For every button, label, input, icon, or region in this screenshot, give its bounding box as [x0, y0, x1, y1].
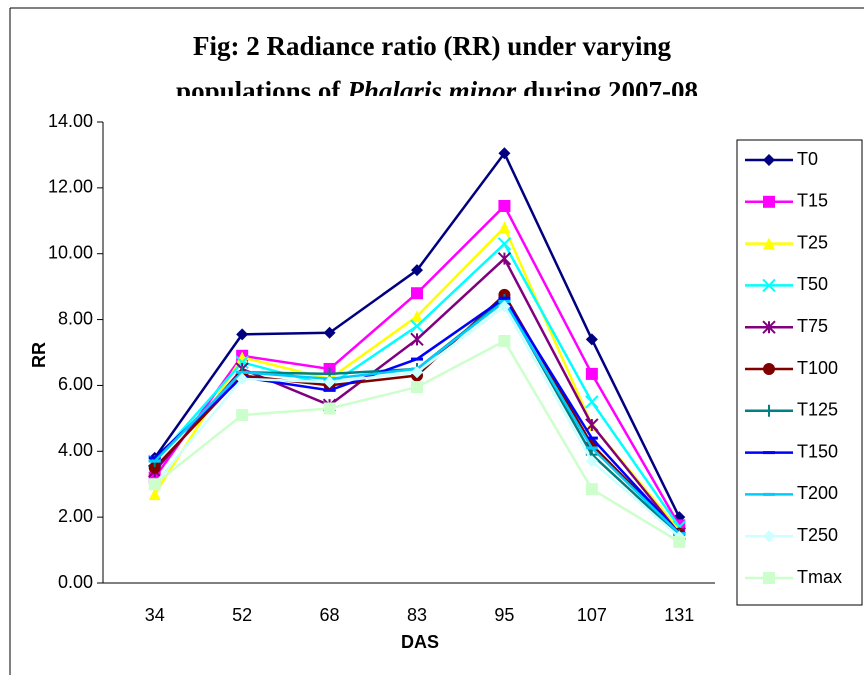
data-point: [411, 287, 423, 300]
legend-marker: [763, 530, 775, 543]
legend-marker: [763, 237, 775, 250]
data-point: [585, 455, 598, 468]
x-tick-label: 131: [664, 605, 694, 625]
data-point: [585, 367, 598, 380]
data-point: [323, 402, 336, 415]
data-point: [498, 334, 511, 347]
data-point: [236, 409, 249, 422]
legend-marker: [762, 278, 776, 293]
legend-marker: [763, 195, 775, 208]
legend-label: T25: [797, 232, 828, 252]
y-axis-label: RR: [29, 342, 49, 368]
x-tick-label: 34: [145, 605, 165, 625]
legend-marker: [763, 404, 775, 417]
legend: [736, 139, 863, 606]
legend-label: T250: [797, 525, 838, 545]
data-point: [498, 300, 511, 313]
legend-marker: [763, 572, 775, 584]
x-tick-label: 95: [494, 605, 514, 625]
data-point: [323, 326, 336, 339]
y-tick-label: 2.00: [58, 506, 93, 526]
y-tick-label: 0.00: [58, 572, 93, 592]
data-point: [236, 328, 249, 341]
legend-marker: [763, 154, 775, 166]
legend-label: T150: [797, 441, 838, 461]
data-point: [673, 535, 686, 548]
y-tick-label: 14.00: [48, 111, 93, 131]
title-part: during 2007-08: [523, 76, 698, 106]
data-point: [585, 395, 599, 409]
x-tick-label: 52: [232, 605, 252, 625]
data-point: [498, 147, 511, 160]
title-part: populations of: [176, 76, 341, 106]
data-point: [497, 237, 512, 251]
data-point: [411, 264, 423, 277]
series-line: [153, 256, 681, 535]
legend-label: T15: [797, 191, 828, 211]
y-tick-label: 12.00: [48, 177, 93, 197]
data-point: [236, 372, 249, 385]
legend-label: T200: [797, 483, 838, 503]
x-tick-label: 83: [407, 605, 427, 625]
data-point: [411, 310, 423, 323]
legend-label: T100: [797, 358, 838, 378]
legend-label: T0: [797, 149, 818, 169]
x-tick-label: 107: [577, 605, 607, 625]
data-point: [498, 199, 511, 212]
data-point: [148, 488, 161, 501]
data-point: [497, 251, 512, 266]
data-point: [148, 478, 161, 491]
legend-label: T75: [797, 316, 828, 336]
legend-label: T125: [797, 400, 838, 420]
y-tick-label: 4.00: [58, 440, 93, 460]
x-axis-label: DAS: [401, 632, 439, 652]
y-tick-label: 6.00: [58, 374, 93, 394]
data-point: [410, 332, 424, 347]
data-point: [323, 376, 336, 389]
data-point: [411, 366, 423, 379]
data-point: [411, 381, 423, 394]
data-point: [585, 333, 598, 346]
chart-title-2: populations of Phalaris minor during 2007-…: [176, 76, 698, 106]
data-point: [498, 221, 511, 234]
data-point: [235, 355, 249, 370]
legend-label: T50: [797, 274, 828, 294]
data-point: [148, 461, 161, 474]
data-point: [585, 483, 598, 496]
y-tick-label: 10.00: [48, 242, 93, 262]
legend-marker: [762, 320, 776, 334]
y-tick-label: 8.00: [58, 308, 93, 328]
chart-title: Fig: 2 Radiance ratio (RR) under varying: [193, 31, 671, 61]
x-tick-label: 68: [320, 605, 340, 625]
legend-marker: [763, 363, 775, 375]
legend-label: Tmax: [797, 567, 842, 587]
title-part: Phalaris minor: [346, 76, 516, 106]
data-point: [585, 418, 599, 432]
data-point: [410, 319, 424, 333]
